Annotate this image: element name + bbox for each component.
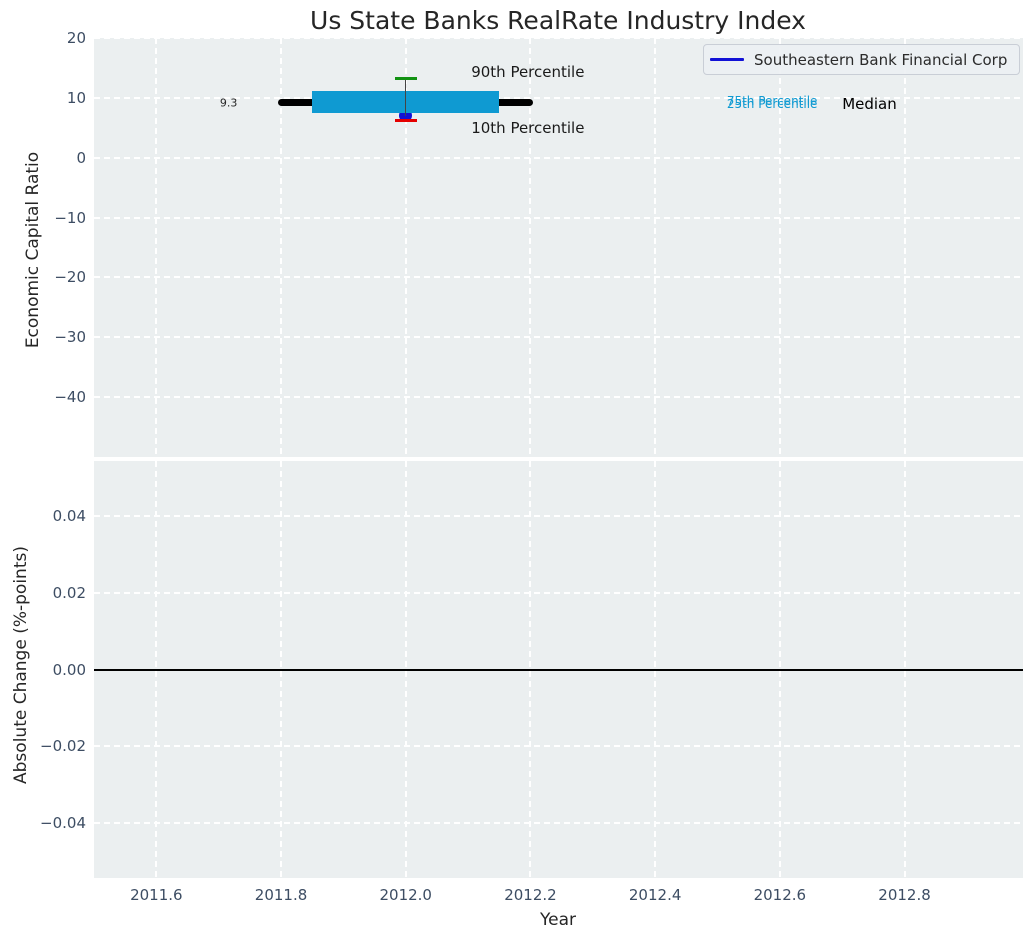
y-gridline: [94, 591, 1023, 594]
x-tick-label: 2012.2: [504, 886, 557, 904]
annotation-10th-percentile: 10th Percentile: [471, 119, 585, 138]
x-gridline: [155, 38, 158, 457]
x-tick-label: 2012.0: [379, 886, 432, 904]
y-tick-label: 20: [66, 29, 86, 47]
y-gridline: [94, 276, 1023, 279]
ylabel-top: Economic Capital Ratio: [23, 151, 43, 349]
y-tick-label: 0: [76, 148, 86, 167]
y-gridline: [94, 745, 1023, 747]
p10-cap: [394, 118, 417, 122]
annotation-75th-percentile: 75th Percentile: [726, 93, 818, 108]
xlabel-year: Year: [540, 910, 576, 930]
annotation-9-3: 9.3: [219, 96, 238, 110]
x-gridline: [778, 38, 781, 457]
annotation-90th-percentile: 90th Percentile: [471, 63, 585, 82]
x-gridline: [903, 38, 906, 457]
annotation-median: Median: [842, 94, 897, 113]
annotation-25th-percentile: 25th Percentile: [726, 96, 818, 111]
y-gridline: [94, 515, 1023, 518]
y-gridline: [94, 216, 1023, 219]
zero-line: [94, 668, 1023, 671]
x-tick-label: 2012.8: [878, 886, 931, 904]
legend: Southeastern Bank Financial Corp: [703, 44, 1020, 75]
y-gridline: [94, 156, 1023, 159]
x-tick-label: 2011.6: [130, 886, 183, 904]
axes-bottom: [94, 461, 1023, 878]
y-gridline: [94, 821, 1023, 824]
ylabel-bottom: Absolute Change (%-points): [11, 546, 31, 784]
y-tick-label: −20: [54, 268, 86, 287]
y-tick-label: 0.00: [52, 660, 86, 679]
x-tick-label: 2012.6: [753, 886, 807, 904]
y-tick-label: −10: [54, 208, 86, 227]
y-tick-label: 0.02: [52, 583, 86, 602]
y-gridline: [94, 96, 1023, 99]
y-tick-label: −30: [54, 328, 86, 347]
whisker-line: [404, 78, 407, 116]
y-gridline: [94, 336, 1023, 339]
x-gridline: [404, 38, 407, 457]
axes-top: [94, 38, 1023, 457]
y-tick-label: −40: [54, 388, 86, 407]
x-tick-label: 2012.4: [628, 886, 682, 904]
y-tick-label: −0.02: [40, 737, 86, 755]
y-tick-label: −0.04: [40, 813, 86, 832]
p90-cap: [394, 77, 417, 81]
legend-line-swatch: [710, 58, 744, 61]
x-gridline: [529, 38, 532, 457]
y-tick-label: 0.04: [52, 507, 86, 526]
x-gridline: [280, 38, 283, 457]
y-tick-label: 10: [66, 88, 86, 107]
chart-title: Us State Banks RealRate Industry Index: [310, 6, 806, 35]
y-gridline: [94, 38, 1023, 39]
y-gridline: [94, 396, 1023, 399]
x-tick-label: 2011.8: [254, 886, 308, 904]
x-gridline: [654, 38, 657, 457]
legend-label: Southeastern Bank Financial Corp: [754, 50, 1008, 69]
